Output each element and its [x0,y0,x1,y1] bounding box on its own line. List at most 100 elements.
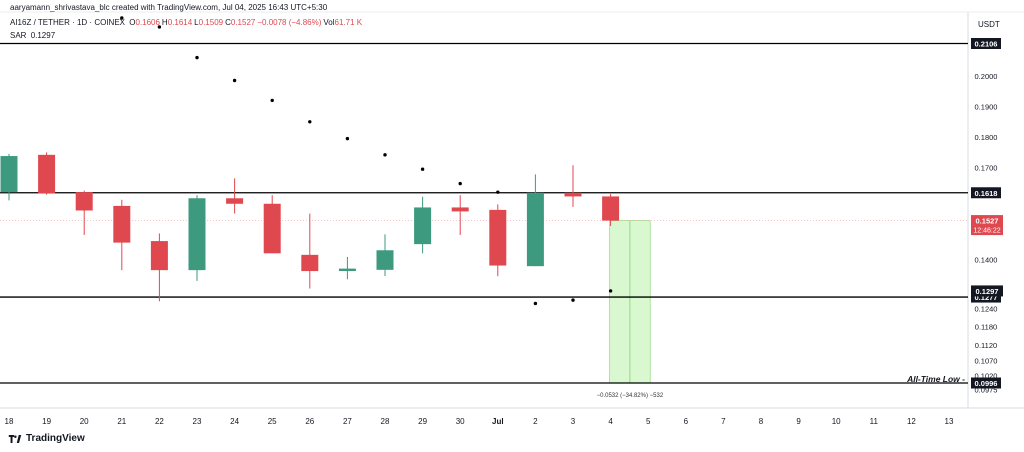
y-tick-label-7: 0.1120 [975,341,997,350]
x-tick-label-15: 3 [571,417,576,426]
candle-body-10[interactable] [376,250,394,270]
x-tick-label-1: 19 [42,417,51,426]
candle-body-0[interactable] [0,156,18,193]
x-tick-label-25: 13 [945,417,954,426]
sar-dot-9 [458,181,462,186]
level-text-3: All-Time Low - [906,374,965,384]
sar-dot-0 [120,16,124,20]
ohlc-label-5: Vol [323,18,335,27]
ohlc-value-5: 61.71 K [334,18,363,27]
sar-dot-10 [496,190,500,194]
tradingview-logo-icon [8,434,22,443]
ohlc-label-3: C [225,18,231,27]
y-tick-label-5: 0.1240 [975,304,998,313]
level-tag-label-0: 0.2106 [975,40,998,49]
y-tick-label-9: 0.1020 [975,372,998,381]
level-tag-0 [971,38,1001,49]
x-tick-label-5: 23 [193,417,202,426]
sar-value: 0.1297 [30,31,56,40]
price-tag-label-0: 0.1297 [976,287,999,296]
sar-dot-7 [383,153,387,157]
symbol-label: AI16Z / TETHER · 1D · COINEX [10,18,125,27]
tradingview-brand: TradingView [8,433,85,444]
y-tick-label-2: 0.1800 [975,133,998,142]
candle-body-16[interactable] [602,196,620,221]
candle-body-3[interactable] [113,205,131,243]
x-tick-label-14: 2 [533,417,538,426]
candle-body-7[interactable] [263,203,281,254]
sar-dot-6 [345,136,350,141]
level-tag-2 [971,291,1001,303]
y-tick-label-4: 0.1400 [975,255,998,264]
ohlc-label-0: O [129,18,136,27]
x-tick-label-21: 9 [796,417,801,426]
measure-range-label: −0.0532 (−34.82%) −532 [597,393,664,399]
candle-body-12[interactable] [451,207,469,212]
level-tag-label-3: 0.0996 [975,379,998,388]
y-tick-label-8: 0.1070 [975,356,998,365]
sar-dot-13 [608,289,613,293]
level-tag-3 [971,377,1001,389]
x-tick-label-20: 8 [759,417,764,426]
candle-body-6[interactable] [226,198,244,204]
sar-dot-12 [571,298,575,302]
symbol-ohlc-line: AI16Z / TETHER · 1D · COINEX O0.1606 H0.1… [10,18,366,27]
ohlc-value-4: −0.0078 (−4.86%) [257,18,322,27]
x-tick-label-23: 11 [870,417,879,426]
x-tick-label-8: 26 [305,417,314,426]
level-tag-1 [971,187,1001,199]
x-tick-label-9: 27 [343,417,352,426]
ohlc-value-3: 0.1527 [230,18,256,27]
sar-dot-5 [308,120,312,124]
ohlc-values: O0.1606 H0.1614 L0.1509 C0.1527 −0.0078 (−4.… [129,18,364,27]
candle-body-15[interactable] [564,192,582,197]
x-tick-label-2: 20 [80,417,89,426]
candle-body-5[interactable] [188,198,206,271]
sar-indicator-line: SAR 0.1297 [10,31,57,40]
candle-body-2[interactable] [75,192,93,211]
x-tick-label-12: 30 [456,417,465,426]
y-tick-label-3: 0.1700 [975,164,998,173]
y-tick-label-6: 0.1180 [975,323,997,332]
sar-dot-1 [157,25,162,29]
sar-dot-8 [420,167,425,171]
x-tick-label-3: 21 [117,417,126,426]
ohlc-value-2: 0.1509 [198,18,224,27]
x-tick-label-6: 24 [230,417,239,426]
level-tag-label-1: 0.1618 [975,189,998,198]
currency-label: USDT [978,20,1000,29]
chart-credit: aaryamann_shrivastava_blc created with T… [10,3,328,12]
x-tick-label-24: 12 [907,417,916,426]
y-tick-label-0: 0.2000 [975,72,998,81]
price-tag-1 [971,215,1003,236]
x-tick-label-18: 6 [684,417,689,426]
level-tag-label-2: 0.1277 [975,293,998,302]
y-tick-label-1: 0.1900 [975,103,998,112]
candle-body-9[interactable] [338,268,356,272]
x-tick-label-10: 28 [381,417,390,426]
sar-dot-11 [533,301,538,306]
ohlc-label-1: H [161,18,168,27]
ohlc-value-0: 0.1606 [135,18,160,27]
y-tick-label-10: 0.0975 [975,385,998,394]
x-tick-label-11: 29 [418,417,427,426]
candle-body-4[interactable] [150,241,168,271]
price-tag-label-1: 0.1527 [976,217,999,226]
x-tick-label-0: 18 [5,417,14,426]
candle-body-1[interactable] [38,154,56,194]
x-tick-label-4: 22 [155,417,164,426]
candle-body-13[interactable] [489,209,507,266]
x-tick-label-17: 5 [646,417,651,426]
candle-body-14[interactable] [526,192,544,267]
sar-dot-2 [195,55,199,60]
x-tick-label-19: 7 [721,417,726,426]
x-tick-label-13: Jul [492,417,504,426]
candle-body-11[interactable] [414,207,432,245]
price-tag-0 [971,285,1003,297]
x-tick-label-22: 10 [832,417,841,426]
x-tick-label-16: 4 [608,417,613,426]
sar-label: SAR [10,31,27,40]
candle-body-8[interactable] [301,254,319,272]
sar-dot-4 [270,98,274,103]
